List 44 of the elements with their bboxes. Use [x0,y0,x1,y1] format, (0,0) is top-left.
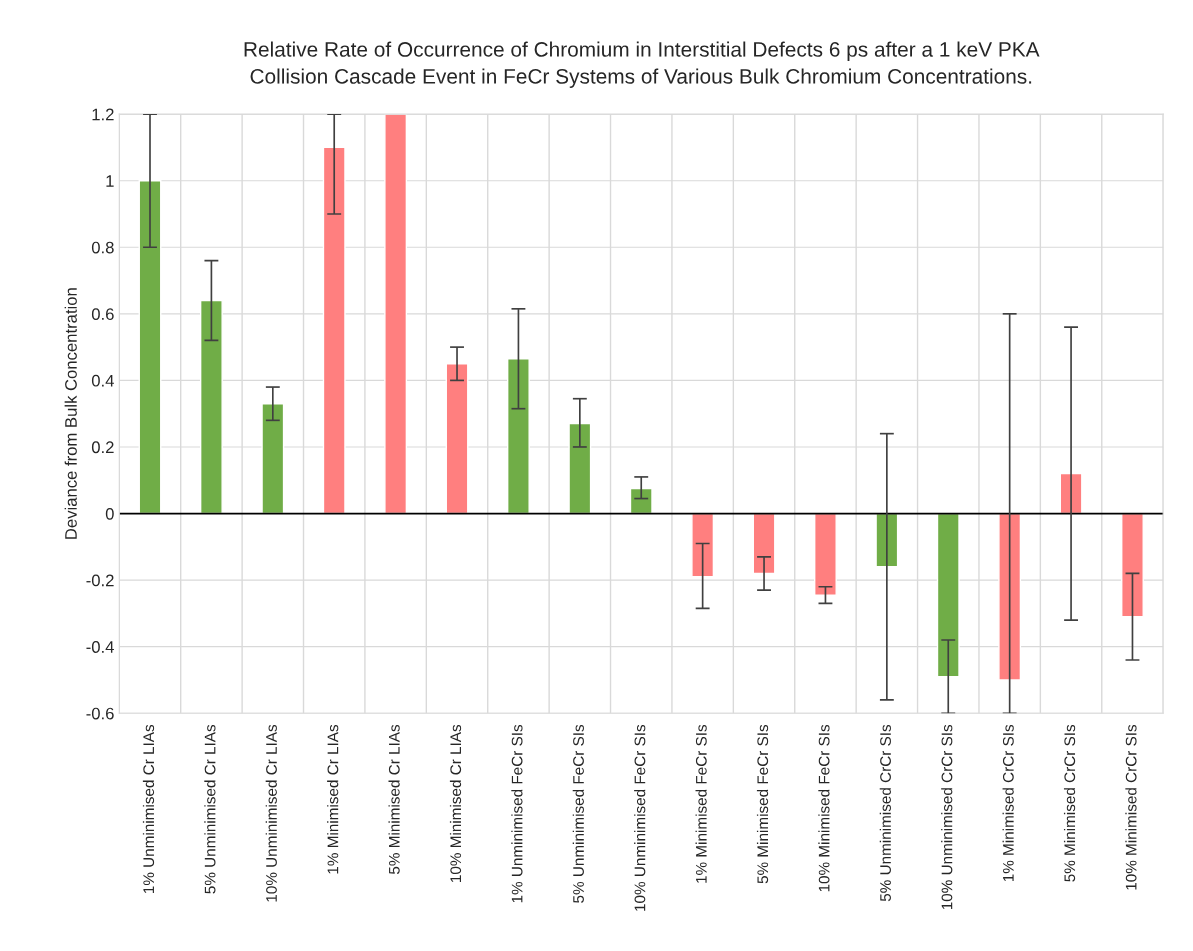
y-tick-label: 0.2 [91,441,114,454]
x-tick-label: 10% Unminimised Cr LIAs [265,724,277,902]
x-tick-label: 5% Unminimised CrCr SIs [879,724,891,902]
bar [752,512,776,575]
chart-title: Relative Rate of Occurrence of Chromium in Interstitial Defects 6 ps after a 1 keV PKA Collision Cascade Event in FeCr Systems of Various Bulk Chromium Concentrations. [244,41,1040,88]
bar [814,512,837,596]
bar [445,363,469,515]
bar [384,114,408,515]
x-tick-label: 10% Minimised CrCr SIs [1125,724,1137,890]
x-tick-label: 10% Minimised FeCr SIs [818,724,830,892]
y-tick-label: -0.2 [86,574,114,587]
x-tick-label: 1% Unminimised Cr LIAs [142,724,155,893]
x-tick-label: 1% Minimised FeCr SIs [695,724,707,883]
x-tick-label: 5% Unminimised Cr LIAs [204,724,216,894]
bar [936,512,960,678]
x-tick-label: 5% Minimised CrCr SIs [1063,724,1076,882]
x-tick-label: 5% Minimised Cr LIAs [388,724,400,875]
y-tick-label: 0.6 [91,308,114,321]
x-tick-label: 5% Minimised FeCr SIs [756,724,769,884]
y-tick-label: 1 [106,175,114,187]
x-tick-label: 1% Unminimised FeCr SIs [511,724,523,903]
bar [322,146,346,515]
x-tick-label: 10% Unminimised FeCr SIs [634,724,646,911]
x-tick-label: 5% Unminimised FeCr SIs [572,724,584,903]
y-tick-label: 0.4 [91,374,114,387]
bar [1121,512,1144,618]
y-tick-label: 1.2 [92,108,114,121]
bar [138,179,162,515]
y-tick-label: -0.4 [86,641,114,653]
y-axis-title: Deviance from Bulk Concentration [64,288,77,539]
bar [629,487,653,515]
x-tick-label: 1% Minimised CrCr SIs [1002,724,1014,882]
y-tick-label: 0 [105,507,114,520]
bar [261,403,285,515]
x-tick-label: 10% Minimised Cr LIAs [449,724,462,882]
bar [568,422,592,515]
y-tick-label: -0.6 [86,707,114,720]
bar [691,512,715,578]
y-tick-label: 0.8 [91,241,114,254]
bar [199,299,223,515]
x-tick-label: 10% Unminimised CrCr SIs [941,724,953,910]
bar [998,512,1022,681]
bar [506,358,530,515]
x-tick-label: 1% Minimised Cr LIAs [327,724,339,874]
